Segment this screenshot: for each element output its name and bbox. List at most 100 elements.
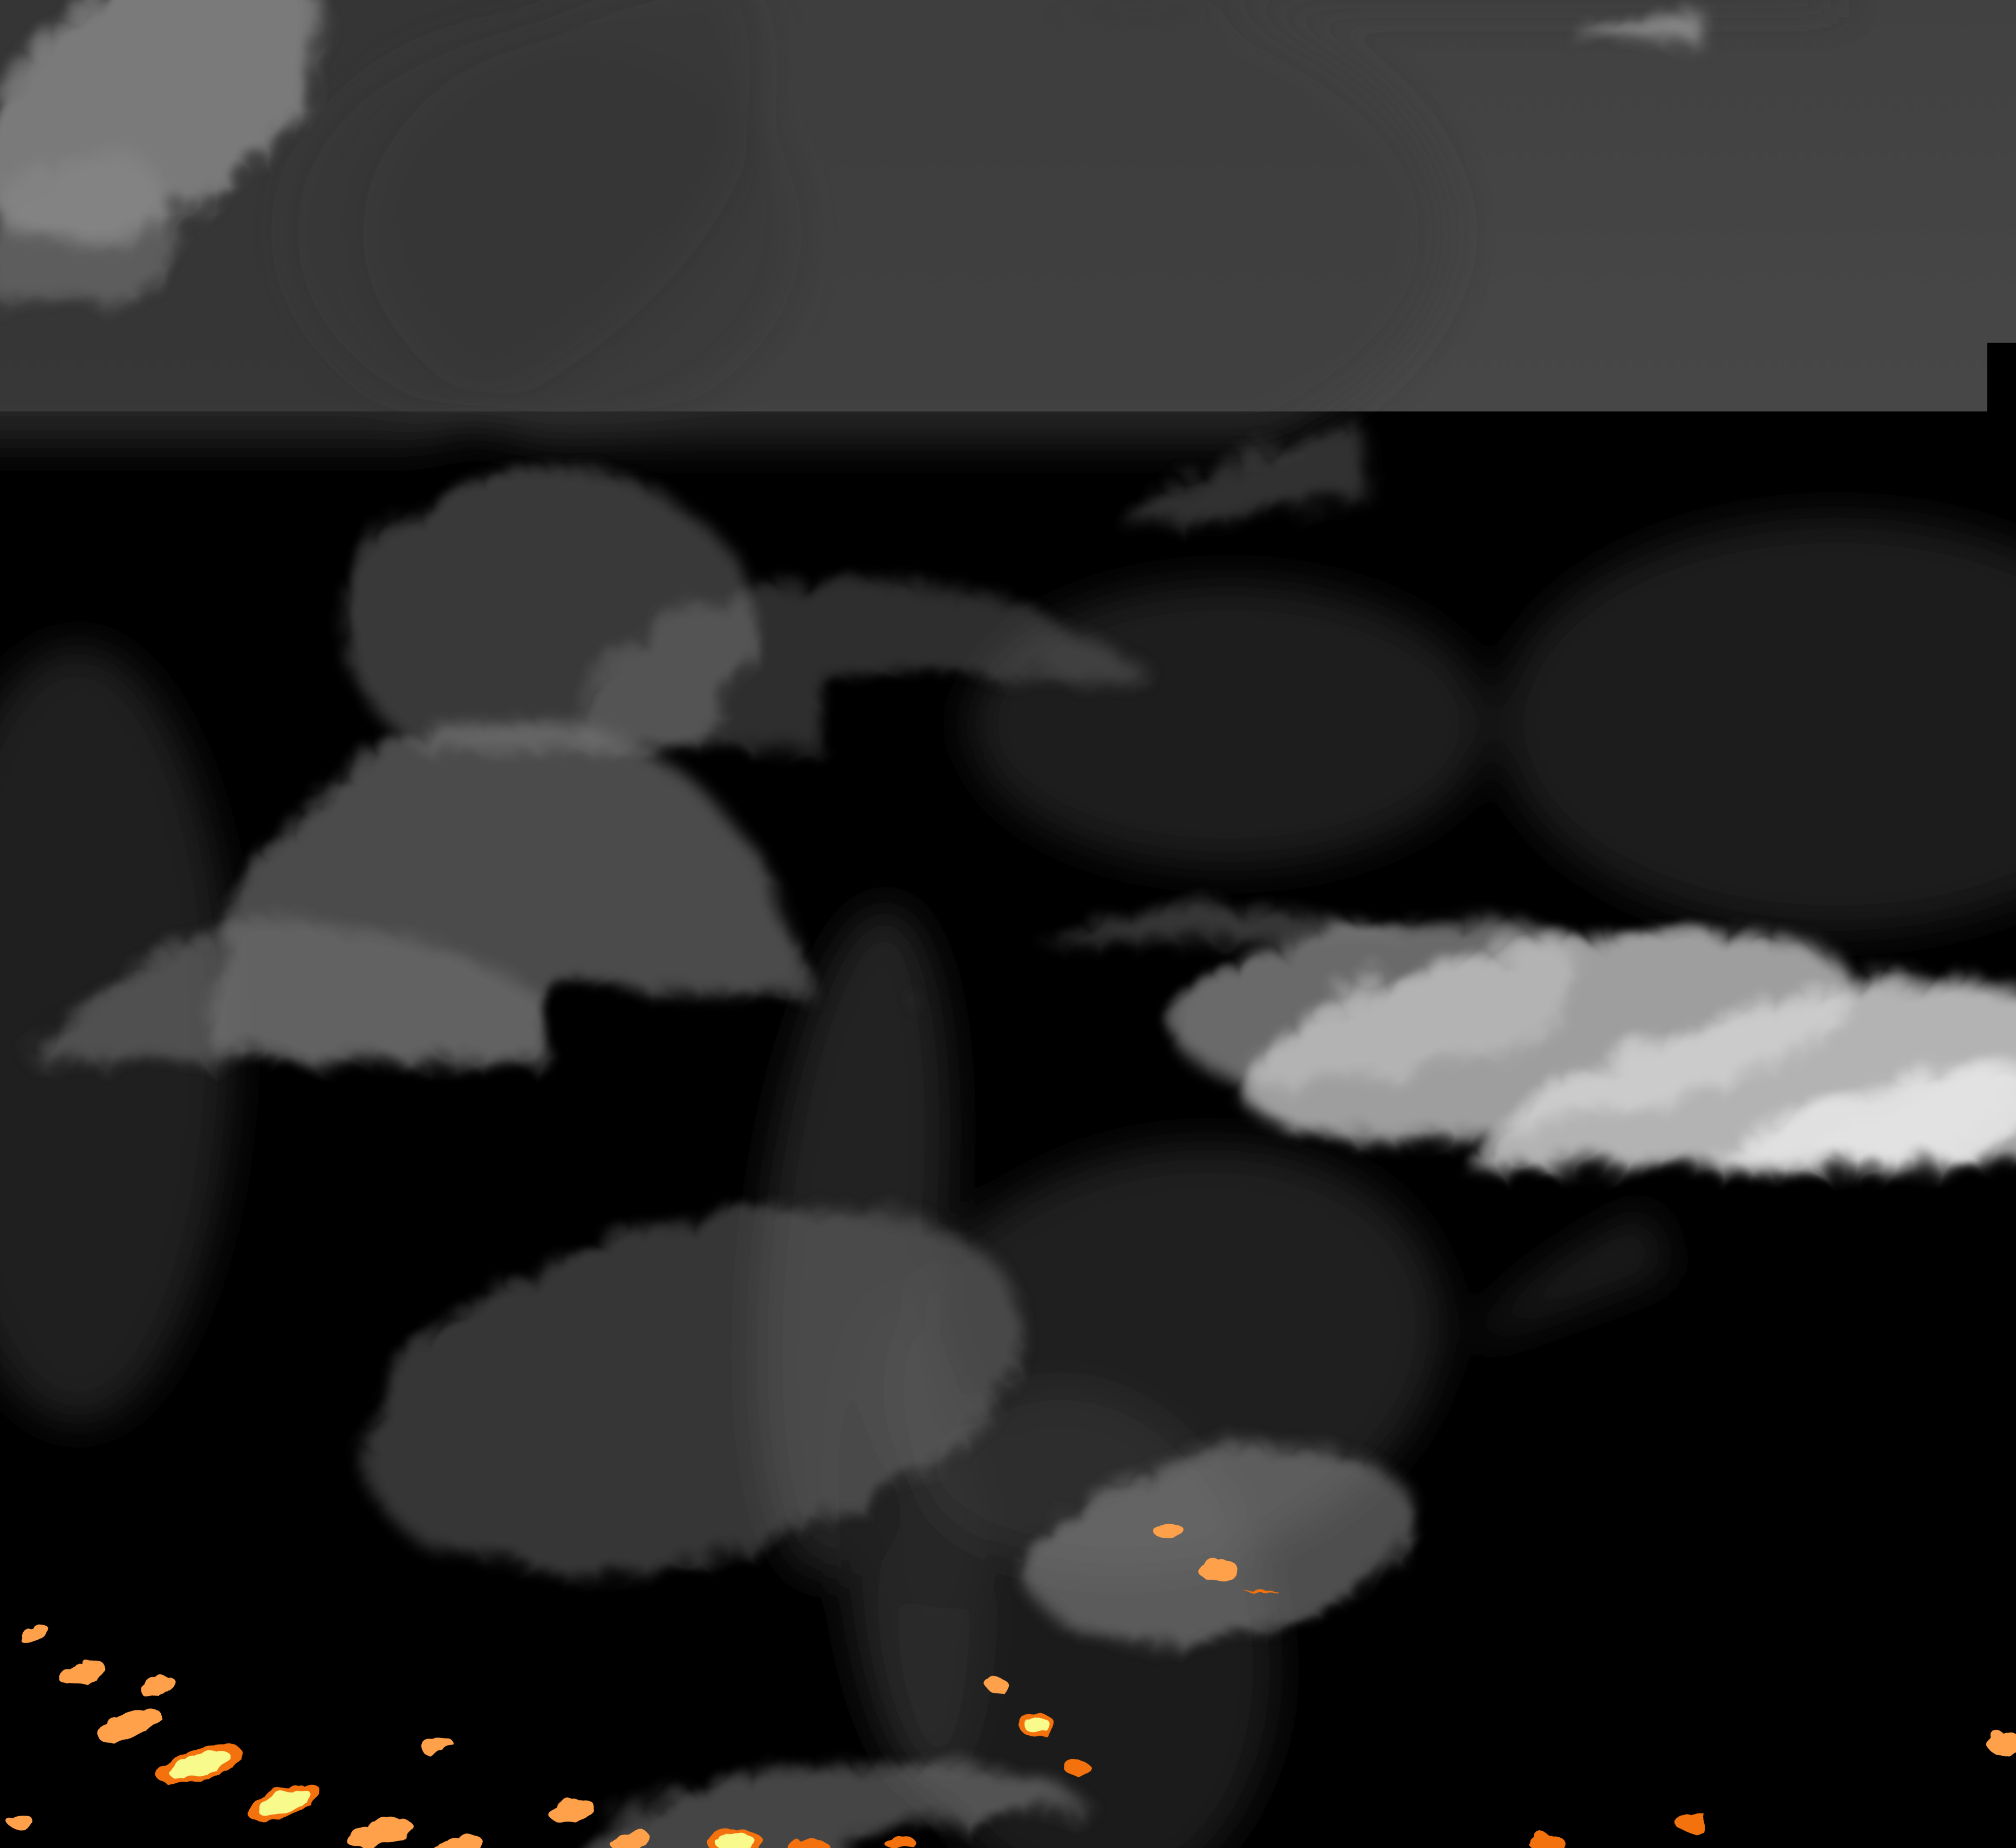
convective-cell [1615,1042,1638,1058]
temperature-ring [1615,1042,1638,1058]
convective-cell [892,138,918,151]
convective-cell [1732,379,1765,397]
convective-cell [1385,246,1424,271]
coldest-top-core [1208,865,1218,872]
satellite-canvas [0,0,2016,1848]
convective-cell [1389,1750,1425,1773]
convective-cell [649,719,685,745]
temperature-ring [1152,235,1181,251]
convective-cell [105,48,128,61]
convective-cell [1324,1798,1361,1818]
convective-cell [1091,1809,1123,1827]
convective-cell [1592,1011,1621,1032]
convective-cell [1440,808,1477,831]
temperature-ring [1968,1809,2014,1832]
temperature-ring [1172,517,1197,534]
temperature-ring [1493,560,1512,572]
temperature-ring [1156,1827,1193,1846]
temperature-ring [1789,420,1811,433]
temperature-ring [1244,1830,1285,1848]
temperature-ring [914,373,928,383]
convective-cell [893,207,922,225]
convective-cell [903,365,939,391]
convective-cell [942,397,976,420]
temperature-ring [972,345,988,358]
temperature-ring [1491,797,1515,812]
temperature-ring [674,446,691,459]
temperature-ring [943,786,965,812]
convective-cell [1331,263,1367,286]
temperature-ring [1681,292,1697,303]
convective-cell [1294,1591,1330,1611]
temperature-ring [981,435,995,445]
convective-cell [1385,855,1424,883]
temperature-ring [1529,661,1549,674]
convective-cell [1125,498,1166,527]
convective-cell [1204,831,1238,855]
convective-cell [762,825,785,841]
temperature-ring [1734,1026,1762,1044]
temperature-ring [798,856,821,872]
convective-cell [816,164,852,187]
convective-cell [1442,656,1475,679]
temperature-ring [1063,1759,1089,1775]
convective-cell [1146,231,1187,255]
temperature-ring [941,1112,965,1133]
temperature-ring [1621,233,1645,248]
temperature-ring [1339,268,1358,280]
temperature-ring [1589,12,1618,25]
temperature-ring [1340,1710,1381,1736]
convective-cell [798,856,821,872]
convective-cell [696,753,722,768]
convective-cell [1382,544,1424,573]
convective-cell [812,746,843,767]
convective-cell [1486,794,1519,815]
temperature-ring [1577,331,1609,347]
temperature-ring [1444,282,1468,297]
convective-cell [1694,1001,1725,1021]
temperature-ring [1016,465,1027,472]
convective-cell [1293,496,1324,517]
convective-cell [1267,466,1299,486]
convective-cell [951,1071,979,1107]
temperature-ring [840,691,866,706]
convective-cell [1619,820,1650,841]
convective-cell [1723,264,1761,290]
temperature-ring [1282,258,1310,275]
temperature-ring [1789,462,1811,474]
cloud-texture-fine [0,0,2016,1848]
temperature-ring [57,10,77,21]
temperature-ring [105,48,128,61]
convective-cell [1826,600,1860,620]
convective-cell [1061,378,1092,398]
convective-cell [1219,445,1253,465]
convective-cell [6,1813,32,1829]
convective-cell [1867,380,1896,396]
temperature-ring [1018,288,1038,301]
temperature-ring [1135,504,1157,520]
temperature-ring [1952,535,1978,551]
convective-cell [1947,101,1973,111]
temperature-ring [1973,76,2005,89]
temperature-ring [782,718,801,731]
convective-cell [671,701,694,717]
temperature-ring [762,825,785,841]
convective-cell [1086,433,1123,456]
temperature-ring [1554,753,1576,768]
convective-cell [932,316,963,336]
convective-cell [1063,1759,1089,1775]
convective-cell [939,781,970,817]
convective-cell [970,427,1006,453]
temperature-ring [947,400,972,417]
convective-cell [1168,514,1201,537]
temperature-ring [1098,410,1115,422]
temperature-ring [1091,437,1117,453]
convective-cell [728,792,751,807]
convective-cell [667,441,699,464]
temperature-ring [1027,975,1058,995]
convective-cell [1231,809,1267,835]
convective-cell [1340,1710,1381,1736]
convective-cell [1260,299,1291,317]
convective-cell [709,579,740,600]
temperature-ring [816,749,838,764]
